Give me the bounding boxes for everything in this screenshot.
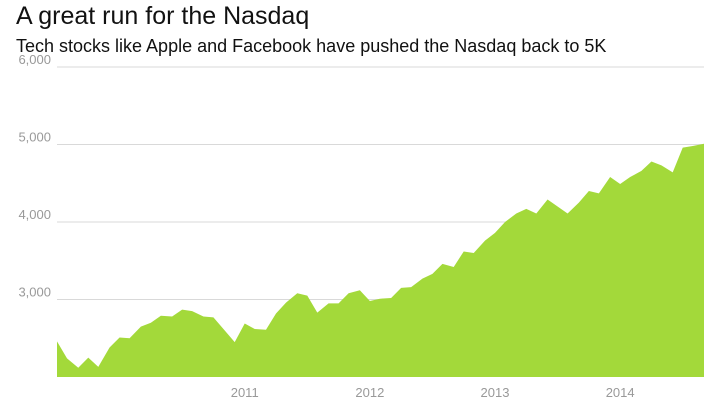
y-tick-labels: 6,000 5,000 4,000 3,000: [18, 52, 51, 300]
x-tick-labels: 2011 2012 2013 2014: [231, 385, 635, 400]
x-tick-label: 2013: [481, 385, 510, 400]
x-tick-label: 2014: [606, 385, 635, 400]
x-tick-label: 2011: [231, 385, 259, 400]
chart-title: A great run for the Nasdaq: [16, 2, 310, 30]
y-tick-label: 5,000: [18, 130, 51, 145]
series-layer: [57, 143, 704, 377]
y-tick-label: 6,000: [18, 52, 51, 67]
y-tick-label: 3,000: [18, 285, 51, 300]
y-tick-label: 4,000: [18, 207, 51, 222]
x-tick-label: 2012: [355, 385, 384, 400]
chart-subtitle: Tech stocks like Apple and Facebook have…: [16, 36, 607, 56]
nasdaq-area: [57, 143, 704, 377]
